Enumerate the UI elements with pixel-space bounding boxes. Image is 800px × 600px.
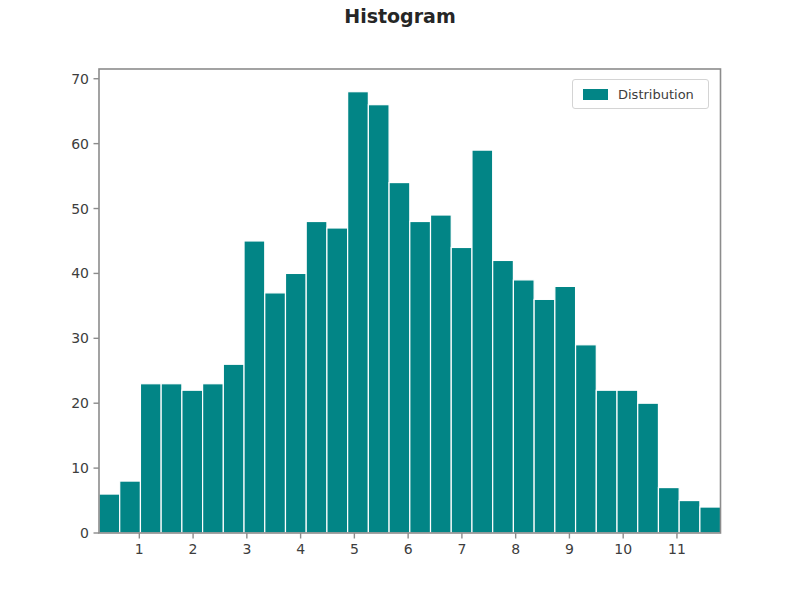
histogram-bar [265, 293, 286, 533]
y-tick-label: 40 [71, 265, 89, 281]
x-tick-label: 1 [135, 541, 144, 557]
histogram-bar [534, 299, 555, 533]
y-tick-label: 60 [71, 136, 89, 152]
legend-color-swatch-icon [583, 89, 608, 100]
histogram-bar [679, 501, 700, 533]
y-tick-label: 70 [71, 71, 89, 87]
histogram-bar [140, 384, 161, 533]
x-tick-label: 5 [350, 541, 359, 557]
histogram-bar [203, 384, 224, 533]
y-tick-label: 50 [71, 201, 89, 217]
histogram-bar [327, 228, 348, 533]
histogram-bar [182, 390, 203, 533]
histogram-bar [99, 494, 120, 533]
histogram-bar [472, 150, 493, 533]
histogram-bar [513, 280, 534, 533]
x-tick-label: 7 [457, 541, 466, 557]
histogram-bar [596, 390, 617, 533]
histogram-figure: Histogram 1234567891011010203040506070 D… [0, 0, 800, 600]
x-tick-label: 4 [296, 541, 305, 557]
y-tick-label: 20 [71, 395, 89, 411]
x-tick-label: 11 [668, 541, 686, 557]
histogram-bar [223, 364, 244, 533]
histogram-bar [410, 222, 431, 534]
histogram-bar [700, 507, 721, 533]
histogram-bar [285, 273, 306, 533]
histogram-bar [555, 286, 576, 533]
histogram-bar [576, 345, 597, 533]
x-tick-label: 9 [565, 541, 574, 557]
legend: Distribution [572, 79, 709, 109]
legend-label: Distribution [618, 87, 694, 102]
histogram-bar [348, 92, 369, 533]
x-tick-label: 6 [404, 541, 413, 557]
y-tick-label: 0 [80, 525, 89, 541]
histogram-bar [389, 183, 410, 533]
histogram-bar [431, 215, 452, 533]
x-tick-label: 8 [511, 541, 520, 557]
histogram-bar [451, 247, 472, 533]
y-tick-label: 10 [71, 460, 89, 476]
histogram-bar [658, 488, 679, 533]
x-tick-label: 2 [189, 541, 198, 557]
histogram-bar [306, 222, 327, 534]
histogram-bar [161, 384, 182, 533]
histogram-bar [120, 481, 141, 533]
x-tick-label: 3 [242, 541, 251, 557]
histogram-bar [368, 105, 389, 533]
histogram-bar [244, 241, 265, 533]
histogram-bar [493, 260, 514, 533]
y-tick-label: 30 [71, 330, 89, 346]
histogram-bar [617, 390, 638, 533]
histogram-bar [638, 403, 659, 533]
x-tick-label: 10 [614, 541, 632, 557]
